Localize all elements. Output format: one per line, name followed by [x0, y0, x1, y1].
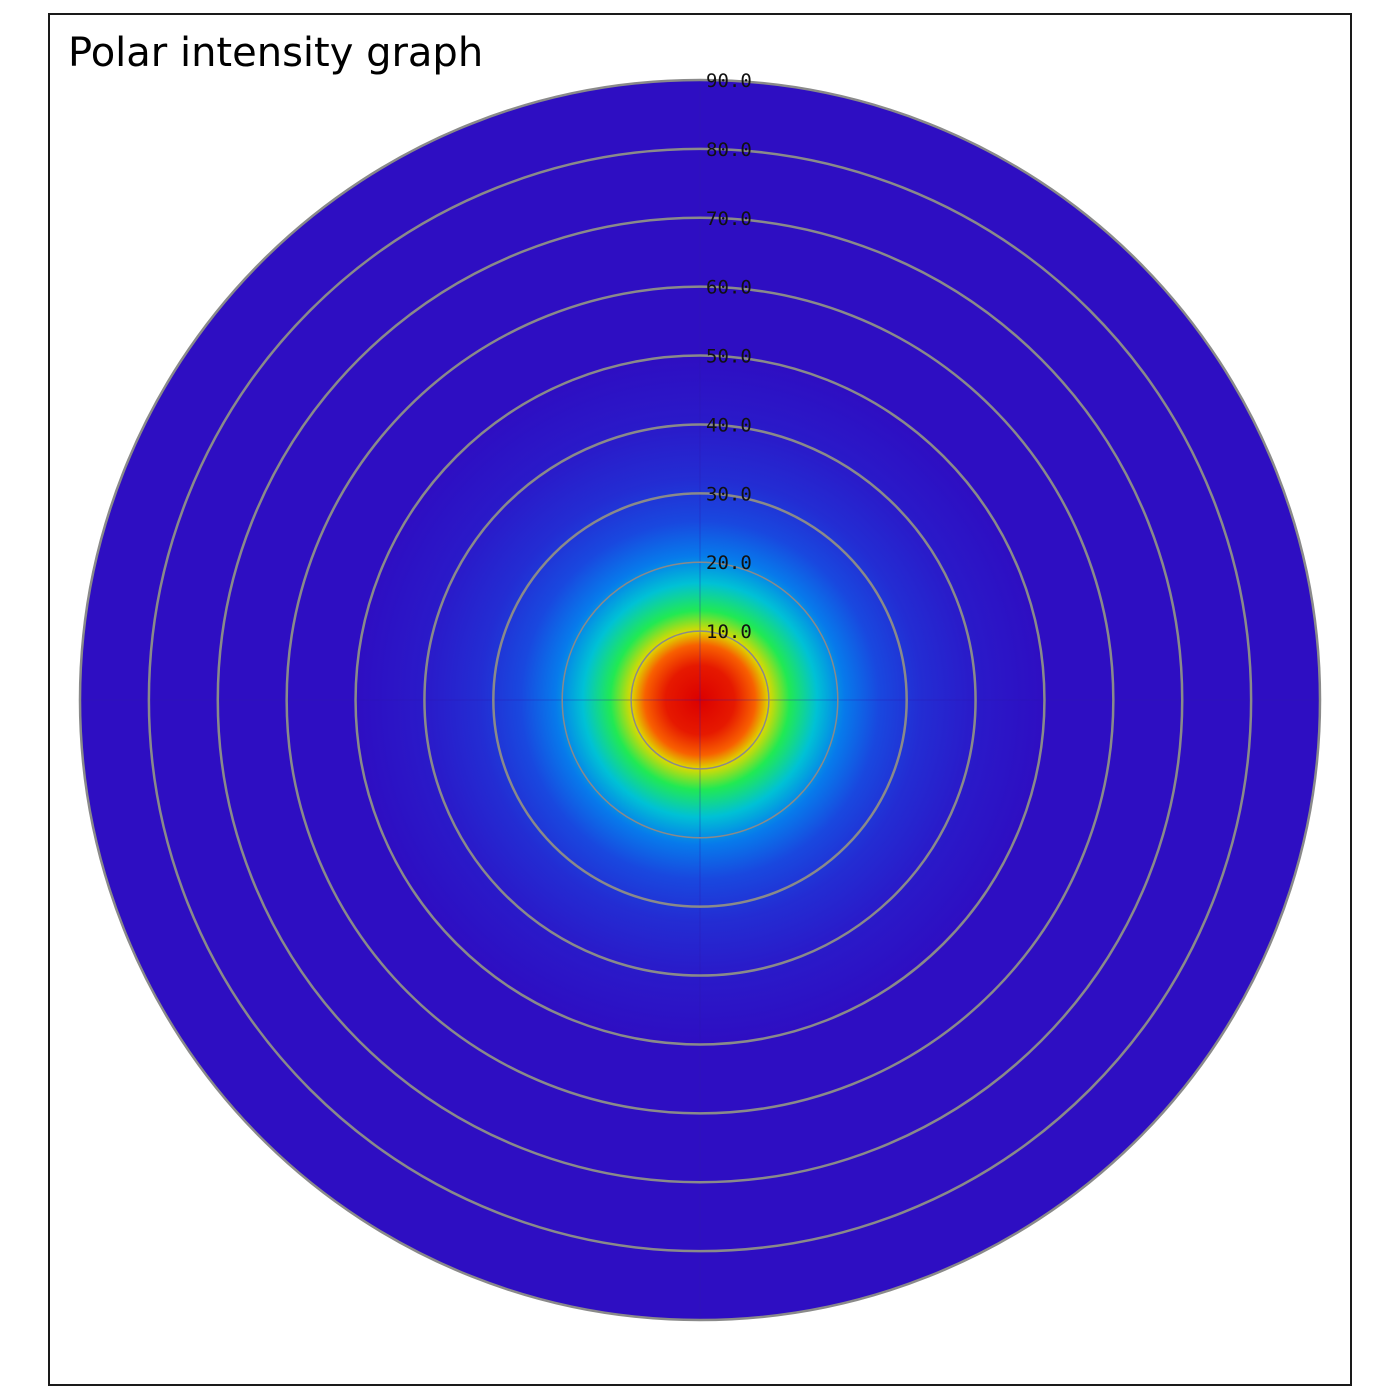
grid-ring [147, 147, 1253, 1253]
radial-tick-labels: 10.0 20.0 30.0 40.0 50.0 60.0 70.0 80.0 90.0 [706, 70, 752, 643]
intensity-disk [80, 80, 1320, 1320]
grid-ring [630, 630, 770, 770]
radial-tick-label: 50.0 [706, 346, 752, 368]
grid-ring [492, 492, 908, 908]
radial-tick-label: 20.0 [706, 552, 752, 574]
radial-tick-label: 80.0 [706, 139, 752, 161]
grid-ring [561, 561, 839, 839]
radial-grid-rings [78, 78, 1322, 1322]
radial-tick-label: 60.0 [706, 277, 752, 299]
radial-tick-label: 70.0 [706, 208, 752, 230]
grid-ring [285, 285, 1115, 1115]
radial-tick-label: 90.0 [706, 70, 752, 92]
grid-ring [216, 216, 1184, 1184]
radial-tick-label: 10.0 [706, 621, 752, 643]
grid-ring [354, 354, 1046, 1046]
grid-ring [78, 78, 1322, 1322]
radial-tick-label: 40.0 [706, 414, 752, 436]
grid-ring [423, 423, 977, 977]
chart-title: Polar intensity graph [68, 30, 484, 76]
radial-tick-label: 30.0 [706, 483, 752, 505]
